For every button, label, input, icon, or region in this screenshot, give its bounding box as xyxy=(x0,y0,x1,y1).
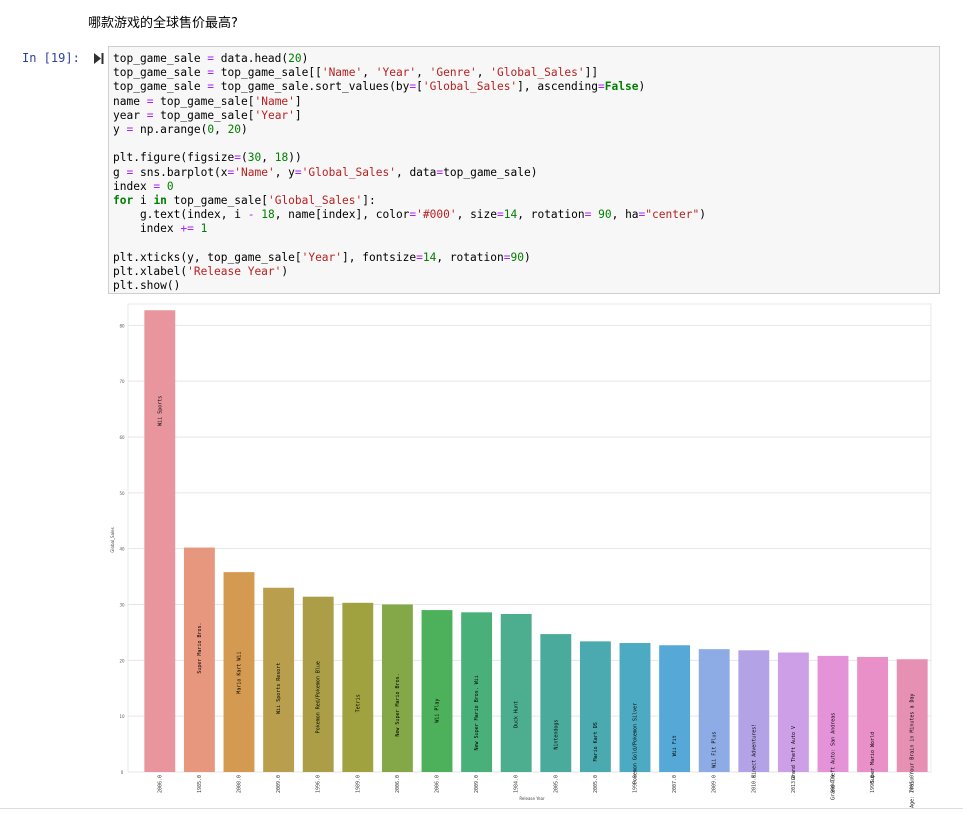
x-tick-label: 2007.0 xyxy=(672,775,678,793)
bar xyxy=(500,613,532,772)
x-tick-label: 2009.0 xyxy=(712,775,718,793)
bar-label: Grand Theft Auto: San Andreas xyxy=(831,713,837,800)
y-tick-label: 80 xyxy=(119,323,125,328)
code-line: g.text(index, i - 18, name[index], color… xyxy=(113,208,706,222)
code-line: for i in top_game_sale['Global_Sales']: xyxy=(113,193,376,207)
bar-label: Wii Fit Plus xyxy=(712,732,718,768)
code-line: g = sns.barplot(x='Name', y='Global_Sale… xyxy=(113,165,538,179)
x-tick-label: 1989.0 xyxy=(355,775,361,793)
x-axis-label: Release Year xyxy=(519,796,545,801)
y-tick-label: 60 xyxy=(119,435,125,440)
bar-label: Mario Kart Wii xyxy=(237,652,243,694)
bar xyxy=(817,655,849,772)
markdown-heading: 哪款游戏的全球售价最高? xyxy=(88,16,238,31)
bar xyxy=(540,634,572,772)
cell-prompt: In [19]: xyxy=(22,51,80,65)
bar-label: Mario Kart DS xyxy=(593,722,599,761)
x-tick-label: 2005.0 xyxy=(553,775,559,793)
x-tick-label: 1999.0 xyxy=(633,775,639,793)
bar-label: Nintendogs xyxy=(553,720,559,750)
code-line: plt.xticks(y, top_game_sale['Year'], fon… xyxy=(113,250,531,264)
x-tick-label: 2006.0 xyxy=(157,775,163,793)
x-tick-label: 2008.0 xyxy=(237,775,243,793)
x-tick-label: 2009.0 xyxy=(474,775,480,793)
bar-label: Wii Sports Resort xyxy=(276,663,282,714)
bar xyxy=(738,650,770,772)
code-line: top_game_sale = data.head(20) xyxy=(113,52,309,65)
bar-label: Brain Age: Train Your Brain in Minutes a… xyxy=(910,693,916,808)
x-tick-label: 2009.0 xyxy=(276,775,282,793)
bar xyxy=(381,604,413,772)
code-line: plt.show() xyxy=(113,279,181,292)
bar xyxy=(144,310,176,772)
code-line: index = 0 xyxy=(113,179,174,193)
bar xyxy=(342,602,374,772)
bar xyxy=(461,612,493,772)
bar xyxy=(619,643,651,772)
bar-label: Super Mario Bros. xyxy=(197,622,203,673)
bar xyxy=(421,610,453,772)
code-line: year = top_game_sale['Year'] xyxy=(113,108,302,122)
code-line xyxy=(113,137,935,151)
bar xyxy=(698,649,730,772)
x-tick-label: 2004.0 xyxy=(831,775,837,793)
bar xyxy=(579,641,611,772)
x-tick-label: 1985.0 xyxy=(197,775,203,793)
bar xyxy=(857,656,889,772)
run-cell-icon[interactable] xyxy=(94,53,104,64)
code-line: name = top_game_sale['Name'] xyxy=(113,94,302,108)
bar xyxy=(896,659,928,772)
code-editor[interactable]: top_game_sale = data.head(20) top_game_sa… xyxy=(108,46,940,294)
bar-label: Duck Hunt xyxy=(514,701,520,728)
code-line: plt.figure(figsize=(30, 18)) xyxy=(113,151,302,165)
bar-label: Tetris xyxy=(355,694,361,712)
bar-label: Pokemon Gold/Pokemon Silver xyxy=(633,703,639,784)
y-axis-label: Global_Sales xyxy=(110,527,115,552)
bar-label: Wii Sports xyxy=(157,396,163,426)
bar xyxy=(223,572,255,772)
x-tick-label: 1990.0 xyxy=(870,775,876,793)
x-tick-label: 2006.0 xyxy=(395,775,401,793)
code-line: top_game_sale = top_game_sale.sort_value… xyxy=(113,80,646,94)
bar-label: Wii Play xyxy=(435,699,441,723)
y-tick-label: 40 xyxy=(119,547,125,552)
y-tick-label: 0 xyxy=(121,770,124,775)
x-tick-label: 2006.0 xyxy=(435,775,441,793)
bar-label: Grand Theft Auto V xyxy=(791,726,797,780)
code-line: index += 1 xyxy=(113,222,208,236)
bar-label: Wii Fit xyxy=(672,735,678,756)
output-chart: 0 10 20 30 40 50 60 70 80 Wii Sports 2006.0 Super M… xyxy=(110,303,932,808)
y-tick-label: 10 xyxy=(119,714,125,719)
x-tick-label: 2005.0 xyxy=(910,775,916,793)
x-tick-label: 2013.0 xyxy=(791,775,797,793)
code-line: plt.xlabel('Release Year') xyxy=(113,264,289,278)
bar xyxy=(777,652,809,772)
x-tick-label: 1984.0 xyxy=(514,775,520,793)
code-line xyxy=(113,236,935,250)
y-tick-label: 30 xyxy=(119,603,125,608)
x-tick-label: 2005.0 xyxy=(593,775,599,793)
bar-label: Pokemon Red/Pokemon Blue xyxy=(316,661,322,733)
bar xyxy=(302,596,334,772)
bar-label: New Super Mario Bros. xyxy=(395,673,401,736)
y-tick-label: 20 xyxy=(119,658,125,663)
x-tick-label: 2010.0 xyxy=(751,775,757,793)
bar xyxy=(659,645,691,772)
bar-label: Super Mario World xyxy=(870,732,876,783)
y-tick-label: 70 xyxy=(119,379,125,384)
bar-label: New Super Mario Bros. Wii xyxy=(474,675,480,750)
cell-separator xyxy=(0,808,963,809)
bar xyxy=(183,547,215,772)
bar xyxy=(263,587,295,772)
code-line: y = np.arange(0, 20) xyxy=(113,122,248,136)
x-tick-label: 1996.0 xyxy=(316,775,322,793)
bar-label: Kinect Adventures! xyxy=(751,724,757,778)
code-line: top_game_sale = top_game_sale[['Name', '… xyxy=(113,66,599,80)
y-tick-label: 50 xyxy=(119,491,125,496)
